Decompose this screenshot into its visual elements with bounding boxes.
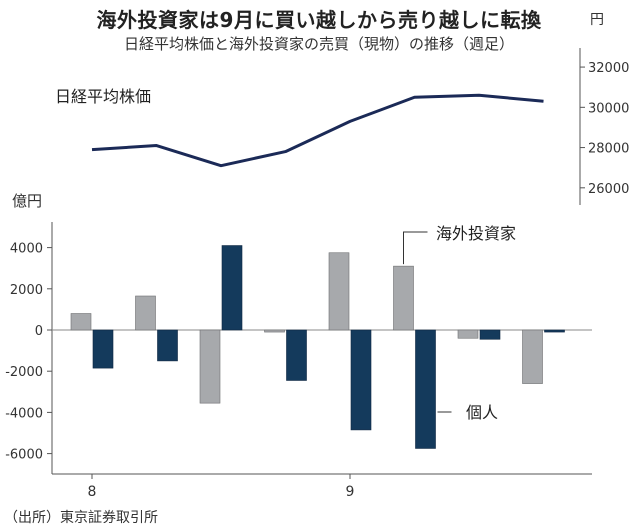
month-label: 8 [88, 484, 97, 500]
chart-title: 海外投資家は9月に買い越しから売り越しに転換 [96, 8, 542, 32]
individual-series-label: 個人 [466, 403, 498, 422]
bar-foreign [393, 265, 414, 331]
bar-tick-label: 2000 [10, 283, 43, 298]
bar-foreign [457, 329, 479, 339]
bar-tick-label: 4000 [10, 242, 43, 257]
source-note: （出所）東京証券取引所 [4, 510, 158, 526]
bar-tick-label: -2000 [5, 365, 43, 380]
month-label: 9 [346, 484, 355, 500]
foreign-callout-line [403, 231, 428, 265]
foreign-series-label: 海外投資家 [436, 224, 516, 243]
nikkei-line-chart: 円 26000 28000 30000 32000 日経平均株価 [55, 12, 629, 205]
bar-individual [92, 329, 114, 369]
line-tick-label: 32000 [588, 61, 629, 76]
bar-individual [221, 245, 243, 331]
bar-individual [286, 329, 307, 381]
bar-individual [544, 329, 565, 333]
bar-foreign [328, 252, 350, 331]
bar-foreign [522, 329, 543, 384]
line-tick-label: 30000 [588, 101, 629, 116]
bar-individual [415, 329, 436, 449]
bar-tick-label: 0 [35, 324, 43, 339]
chart-subtitle: 日経平均株価と海外投資家の売買（現物）の推移（週足） [123, 35, 514, 53]
bar-individual [350, 329, 372, 431]
bar-tick-label: -6000 [5, 448, 43, 463]
bar-individual [157, 329, 178, 362]
bar-unit-label: 億円 [12, 192, 42, 210]
line-tick-label: 26000 [588, 182, 629, 197]
bar-foreign [264, 329, 285, 333]
bar-foreign [135, 295, 156, 331]
bar-tick-label: -4000 [5, 406, 43, 421]
nikkei-line [91, 93, 544, 168]
line-unit-label: 円 [590, 12, 604, 28]
bar-foreign [70, 313, 92, 331]
line-tick-label: 28000 [588, 142, 629, 157]
nikkei-series-label: 日経平均株価 [55, 87, 151, 106]
bar-individual [479, 329, 501, 340]
bar-foreign [199, 329, 221, 404]
